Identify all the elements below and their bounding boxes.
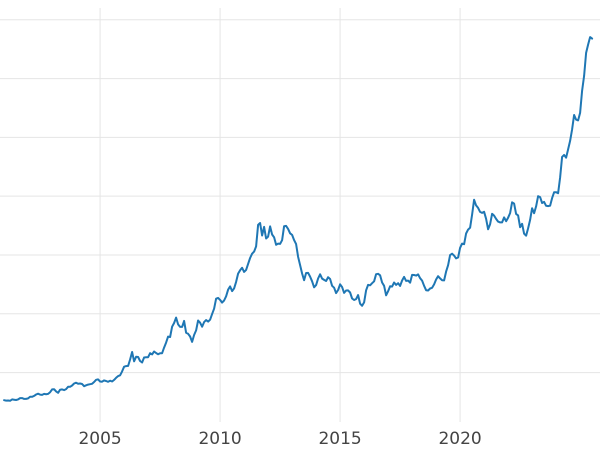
x-tick-label: 2005	[78, 429, 121, 449]
x-tick-label: 2020	[438, 429, 481, 449]
x-tick-label: 2010	[198, 429, 241, 449]
x-tick-label: 2015	[318, 429, 361, 449]
price-series-line	[3, 36, 594, 402]
